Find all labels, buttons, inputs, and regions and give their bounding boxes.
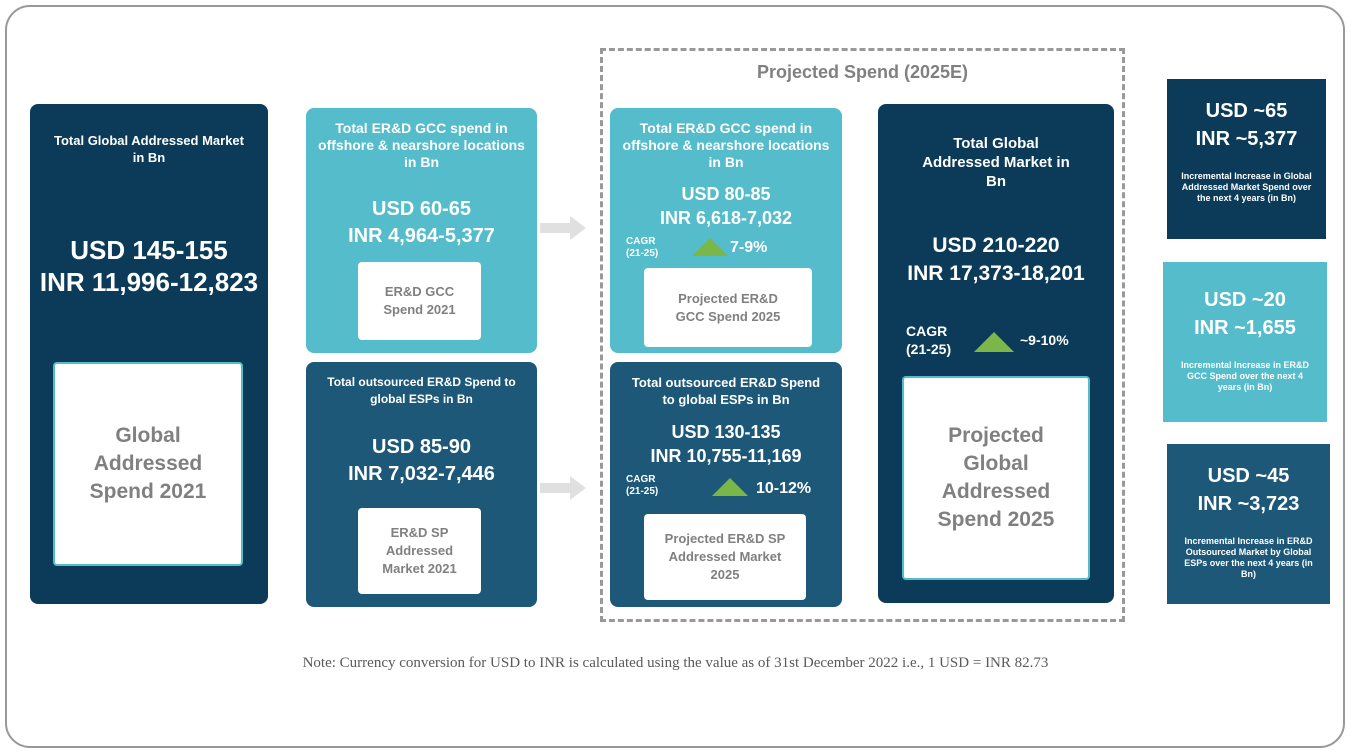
inr: INR ~5,377 — [1195, 128, 1298, 150]
increment: USD ~45 INR ~3,723 Incremental Increase … — [1167, 444, 1330, 604]
cagr: 10-12% — [756, 480, 812, 497]
heading: Total outsourced ER&D Spend to global ES… — [327, 375, 516, 406]
label: Global Addressed Spend 2021 — [53, 362, 243, 566]
usd: USD ~20 — [1204, 289, 1286, 311]
up-triangle — [712, 478, 748, 496]
panel: Total Global Addressed Market in Bn USD … — [878, 104, 1114, 603]
usd: USD 85-90 — [372, 436, 471, 458]
arrow-shaft — [540, 223, 570, 233]
inr: INR ~3,723 — [1197, 493, 1300, 515]
usd: USD 210-220 — [932, 234, 1060, 257]
heading: Total outsourced ER&D Spend to global ES… — [631, 375, 821, 407]
increment: USD ~65 INR ~5,377 Incremental Increase … — [1167, 79, 1326, 239]
usd: USD 130-135 — [671, 422, 781, 442]
increment: USD ~20 INR ~1,655 Incremental Increase … — [1163, 262, 1327, 422]
cagr-label: CAGR (21-25) — [626, 474, 659, 497]
text: Incremental Increase in ER&D GCC Spend o… — [1180, 360, 1310, 392]
values: USD ~20 INR ~1,655 — [1163, 286, 1327, 342]
cagr: 7-9% — [730, 239, 768, 256]
label: ER&D SP Addressed Market 2021 — [358, 508, 481, 594]
arrow-shaft — [540, 483, 570, 493]
heading: Total Global Addressed Market in Bn — [54, 133, 244, 165]
panel: Total Global Addressed Market in Bn USD … — [30, 104, 268, 604]
heading: Total ER&D GCC spend in offshore & nears… — [318, 120, 525, 170]
usd: USD 80-85 — [681, 184, 771, 204]
label: Projected ER&D GCC Spend 2025 — [644, 268, 812, 347]
panel: Total ER&D GCC spend in offshore & nears… — [306, 108, 537, 353]
values: USD ~45 INR ~3,723 — [1167, 462, 1330, 518]
panel: Total outsourced ER&D Spend to global ES… — [610, 362, 842, 607]
inr: INR ~1,655 — [1194, 317, 1296, 339]
projected-frame — [600, 48, 1125, 622]
usd: USD 60-65 — [372, 198, 471, 220]
usd: USD 145-155 — [70, 235, 228, 265]
usd: USD ~65 — [1205, 100, 1288, 122]
cagr-label: CAGR (21-25) — [906, 323, 952, 357]
usd: USD ~45 — [1207, 465, 1290, 487]
cagr-label: CAGR (21-25) — [626, 236, 659, 259]
heading: Total ER&D GCC spend in offshore & nears… — [622, 120, 830, 170]
inr: INR 17,373-18,201 — [907, 262, 1085, 285]
heading: Total Global Addressed Market in Bn — [922, 135, 1070, 190]
note: Note: Currency conversion for USD to INR… — [302, 655, 1049, 671]
values: USD 145-155 INR 11,996-12,823 — [30, 234, 268, 298]
frame — [5, 5, 1345, 748]
label: ER&D GCC Spend 2021 — [358, 262, 481, 340]
values: USD ~65 INR ~5,377 — [1167, 97, 1326, 153]
label: Projected Global Addressed Spend 2025 — [902, 376, 1090, 580]
arrow-head — [570, 476, 586, 500]
text: Incremental Increase in ER&D Outsourced … — [1184, 536, 1313, 579]
inr: INR 6,618-7,032 — [659, 208, 793, 228]
values: USD 130-135 INR 10,755-11,169 — [610, 420, 842, 468]
projected-title: Projected Spend (2025E) — [756, 62, 969, 82]
inr: INR 4,964-5,377 — [348, 225, 495, 247]
label: Projected ER&D SP Addressed Market 2025 — [644, 514, 806, 600]
inr: INR 11,996-12,823 — [39, 267, 259, 297]
up-triangle — [974, 332, 1014, 352]
inr: INR 7,032-7,446 — [348, 463, 495, 485]
inr: INR 10,755-11,169 — [650, 446, 802, 466]
values: USD 210-220 INR 17,373-18,201 — [878, 232, 1114, 288]
arrow-head — [570, 216, 586, 240]
values: USD 80-85 INR 6,618-7,032 — [610, 182, 842, 230]
up-triangle — [692, 238, 728, 256]
panel: Total outsourced ER&D Spend to global ES… — [306, 362, 537, 607]
text: Incremental Increase in Global Addressed… — [1181, 171, 1312, 203]
cagr: ~9-10% — [1020, 332, 1069, 348]
panel: Total ER&D GCC spend in offshore & nears… — [610, 108, 842, 353]
